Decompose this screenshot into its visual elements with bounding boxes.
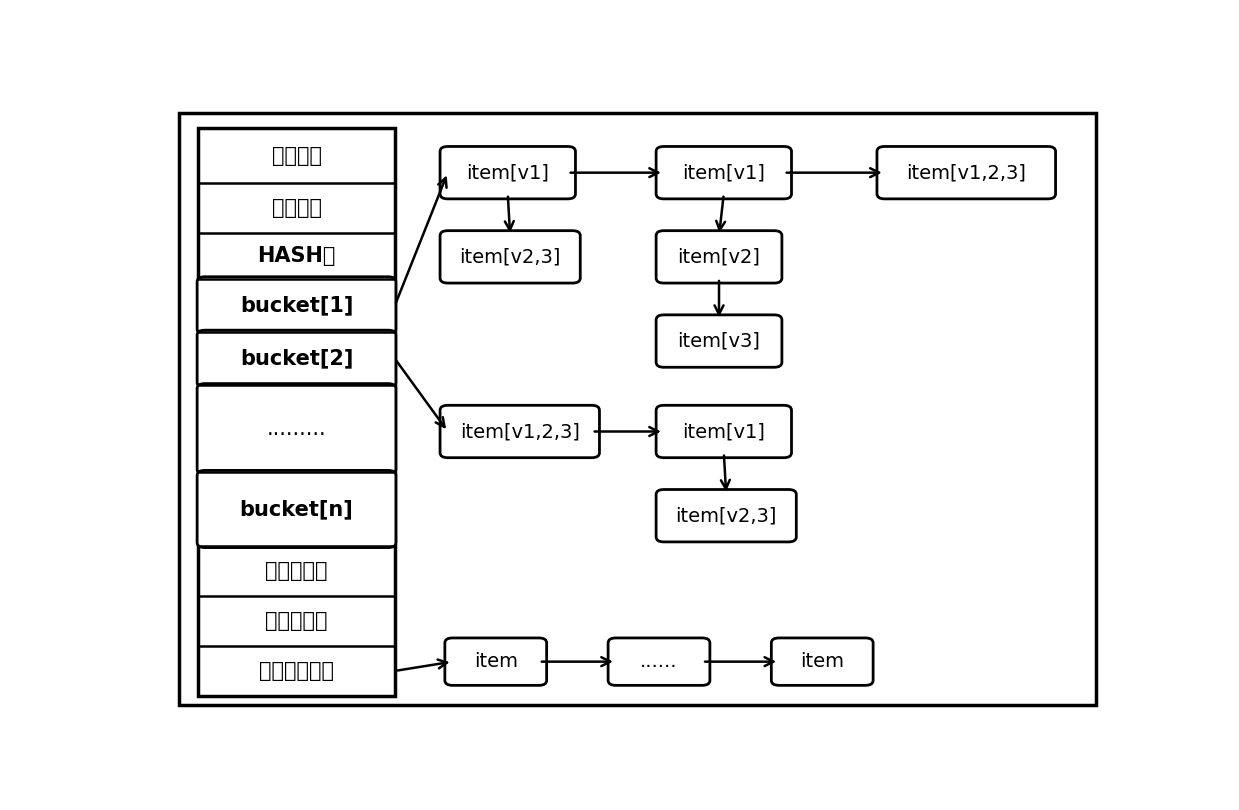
FancyBboxPatch shape [877,147,1056,199]
Text: item[v1,2,3]: item[v1,2,3] [906,163,1026,182]
Text: bucket[2]: bucket[2] [240,349,353,369]
FancyBboxPatch shape [657,231,782,283]
FancyBboxPatch shape [178,113,1097,706]
Text: item: item [800,652,844,671]
Text: item[v1]: item[v1] [683,422,766,441]
FancyBboxPatch shape [197,330,396,387]
Text: bucket[1]: bucket[1] [240,296,353,315]
Text: item[v2,3]: item[v2,3] [675,506,777,525]
Text: item: item [473,652,518,671]
Text: item[v2]: item[v2] [678,247,761,266]
FancyBboxPatch shape [445,638,546,685]
FancyBboxPatch shape [657,405,792,458]
FancyBboxPatch shape [440,147,575,199]
FancyBboxPatch shape [657,315,782,367]
FancyBboxPatch shape [772,638,873,685]
FancyBboxPatch shape [197,471,396,548]
Text: item[v1]: item[v1] [466,163,549,182]
Text: 版本列表: 版本列表 [271,198,321,218]
Text: 空闲节点位置: 空闲节点位置 [259,661,335,681]
Text: ......: ...... [641,652,678,671]
Text: item[v3]: item[v3] [678,331,761,351]
Text: item[v1]: item[v1] [683,163,766,182]
FancyBboxPatch shape [198,128,395,696]
Text: HASH桶: HASH桶 [258,246,336,266]
FancyBboxPatch shape [440,231,580,283]
Text: item[v1,2,3]: item[v1,2,3] [460,422,580,441]
Text: item[v2,3]: item[v2,3] [460,247,561,266]
Text: 空闲节点数: 空闲节点数 [265,611,328,631]
FancyBboxPatch shape [197,384,396,474]
FancyBboxPatch shape [197,277,396,334]
Text: .........: ......... [266,419,326,439]
FancyBboxPatch shape [440,405,600,458]
FancyBboxPatch shape [608,638,710,685]
Text: 已用节点数: 已用节点数 [265,561,328,581]
Text: bucket[n]: bucket[n] [239,499,353,519]
FancyBboxPatch shape [657,147,792,199]
FancyBboxPatch shape [657,489,797,542]
Text: 版本位图: 版本位图 [271,146,321,166]
